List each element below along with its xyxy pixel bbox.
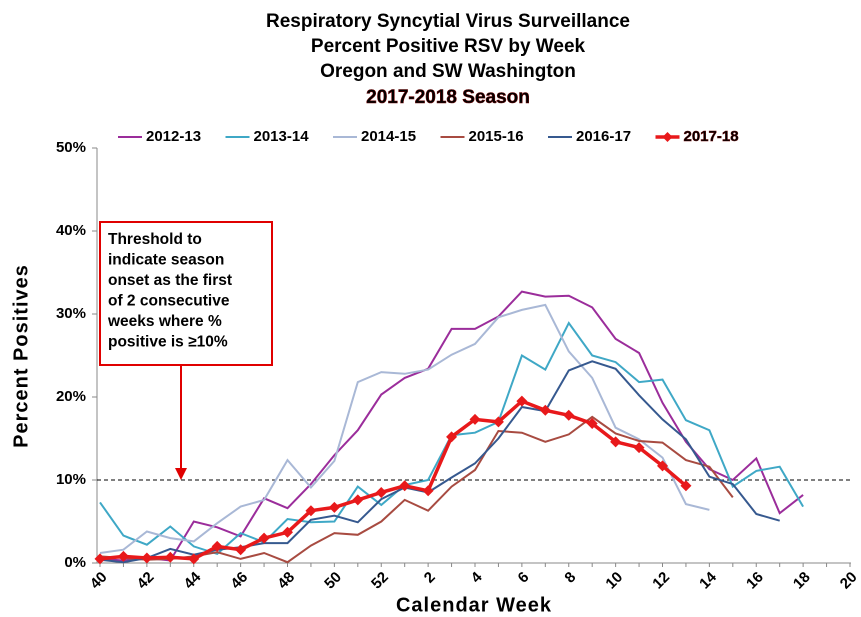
data-marker <box>469 413 481 425</box>
legend-marker <box>662 132 673 142</box>
x-tick-label: 52 <box>368 569 392 593</box>
legend-label: 2013-14 <box>254 128 310 145</box>
x-tick-label: 8 <box>561 569 579 587</box>
series-line <box>99 303 710 554</box>
data-marker <box>305 505 317 517</box>
y-tick-label: 50% <box>56 139 86 156</box>
data-marker <box>94 553 106 565</box>
x-tick-label: 48 <box>274 569 298 593</box>
y-tick-label: 10% <box>56 471 86 488</box>
annotation-box <box>99 221 273 366</box>
data-marker <box>164 551 176 563</box>
data-marker <box>235 544 247 556</box>
x-tick-label: 14 <box>696 568 720 592</box>
legend-label: 2015-16 <box>469 128 524 145</box>
annotation-text: of 2 consecutive <box>108 293 230 310</box>
data-marker <box>328 501 340 513</box>
y-tick-label: 40% <box>56 222 86 239</box>
data-marker <box>282 526 293 538</box>
data-marker <box>586 418 598 430</box>
legend-label: 2016-17 <box>576 128 631 145</box>
x-tick-label: 44 <box>181 568 205 592</box>
data-marker <box>680 480 692 492</box>
x-tick-label: 18 <box>790 569 814 593</box>
annotation-text: Threshold to <box>108 231 202 248</box>
x-tick-label: 20 <box>837 569 861 593</box>
data-marker <box>516 395 528 407</box>
data-marker <box>492 416 504 428</box>
data-marker <box>117 550 129 562</box>
x-tick-label: 6 <box>515 569 533 587</box>
annotation-text: indicate season <box>108 252 224 269</box>
data-marker <box>446 431 458 443</box>
data-marker <box>610 436 622 448</box>
x-tick-label: 46 <box>227 569 251 593</box>
data-marker <box>141 552 153 564</box>
annotation-text: weeks where % <box>107 313 222 330</box>
series-line <box>99 290 804 562</box>
data-marker <box>633 442 645 454</box>
legend-label: 2012-13 <box>146 128 201 145</box>
arrow-head <box>175 468 187 480</box>
chart-title: Percent Positive RSV by Week <box>311 36 586 57</box>
data-marker <box>422 485 434 497</box>
data-marker <box>258 532 270 544</box>
y-tick-label: 0% <box>64 554 86 571</box>
data-marker <box>657 460 668 472</box>
legend-label: 2014-15 <box>361 128 416 145</box>
x-tick-label: 4 <box>468 568 486 586</box>
data-marker <box>375 486 387 498</box>
y-tick-label: 20% <box>56 388 86 405</box>
data-marker <box>211 540 223 552</box>
x-tick-label: 50 <box>321 569 345 593</box>
x-tick-label: 16 <box>743 569 767 593</box>
series-line <box>99 360 780 564</box>
chart-subtitle: 2017-2018 Season <box>366 87 530 108</box>
x-tick-label: 42 <box>134 569 158 593</box>
x-tick-label: 10 <box>602 569 626 593</box>
annotation-text: positive is ≥10% <box>108 334 228 351</box>
y-axis-title: Percent Positives <box>10 264 32 448</box>
x-tick-label: 12 <box>649 569 673 593</box>
chart-title: Oregon and SW Washington <box>320 61 576 82</box>
x-axis-title: Calendar Week <box>396 594 552 616</box>
x-tick-label: 40 <box>87 569 111 593</box>
data-marker <box>352 494 364 506</box>
data-marker <box>188 553 200 565</box>
y-tick-label: 30% <box>56 305 86 322</box>
data-marker <box>563 409 575 421</box>
chart-title: Respiratory Syncytial Virus Surveillance <box>266 11 630 32</box>
data-marker <box>539 404 551 416</box>
x-tick-label: 2 <box>421 569 439 587</box>
data-marker <box>399 480 411 492</box>
legend-label: 2017-18 <box>684 128 739 145</box>
annotation-text: onset as the first <box>108 272 232 289</box>
